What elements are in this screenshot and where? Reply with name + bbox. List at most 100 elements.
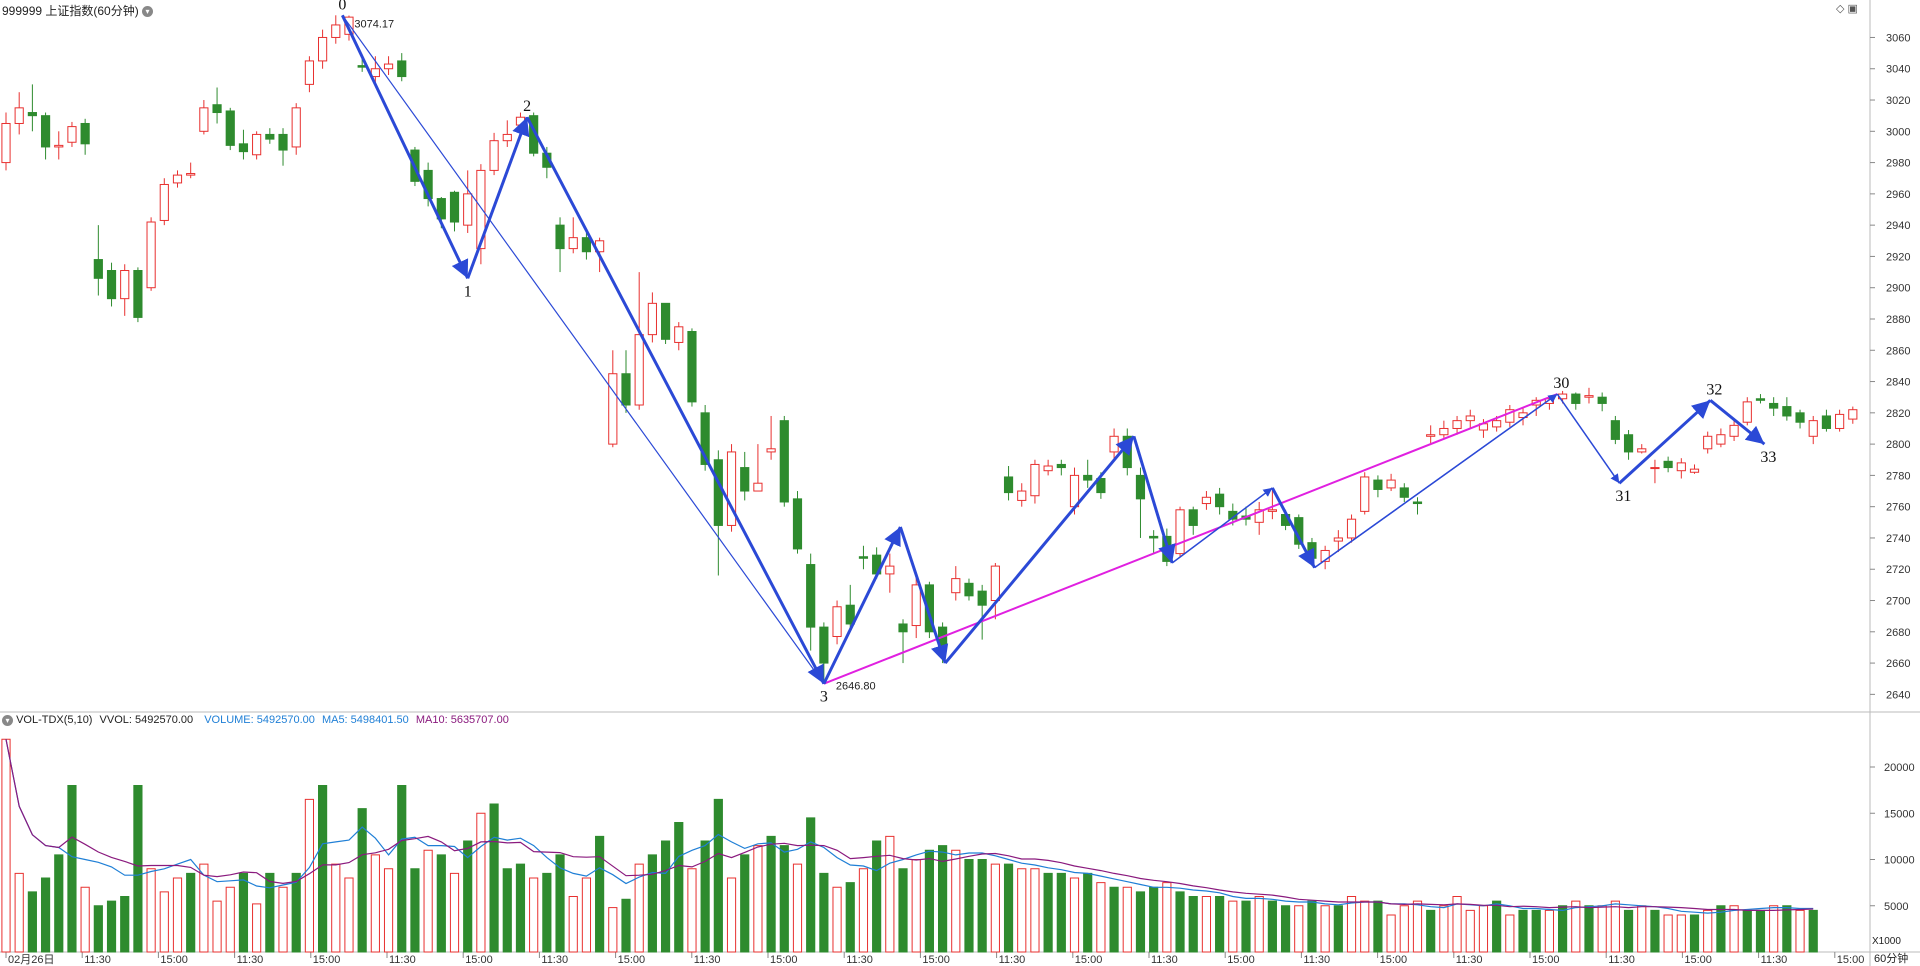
volume-bar-down [1188,896,1198,953]
time-tick-label: 15:00 [313,954,341,966]
candle-down [660,302,671,340]
chevron-down-icon[interactable]: ▾ [142,6,154,18]
volume-bar-down [779,845,789,953]
candle-down [779,420,789,503]
volume-bar-down [1558,905,1568,953]
volume-bar-up [1465,909,1475,953]
volume-bar-down [1056,872,1066,953]
volume-bar-down [502,868,512,953]
candle-up [1346,518,1357,539]
candle-down [1412,501,1423,505]
volume-bar-down [1531,909,1541,953]
candle-down [806,564,816,628]
volume-bar-down [964,859,974,953]
price-tick-label: 2740 [1886,533,1910,545]
time-tick-label: 15:00 [1075,954,1103,966]
candle-up [291,107,301,148]
diamond-icon[interactable]: ◇ [1836,3,1845,15]
price-tick-label: 2760 [1886,502,1910,514]
candle-up [1017,490,1027,501]
wave-label: 2 [523,98,531,115]
candle-down [792,498,803,550]
volume-bar-up [1478,905,1489,953]
candle-up [1637,448,1647,453]
candle-down [106,270,117,300]
volume-bar-down [54,854,64,953]
time-tick-label: 11:30 [1761,954,1788,966]
chevron-down-icon[interactable]: ▾ [2,714,13,726]
candle-up [120,270,130,300]
volume-bar-up [529,877,539,953]
candle-down [27,112,37,117]
volume-bar-up [634,863,644,953]
candle-up [1254,509,1264,523]
candle-down [977,590,987,606]
time-tick-label: 11:30 [1608,954,1635,966]
candle-up [67,126,77,143]
volume-bar-up [568,896,578,953]
wave-label: 3 [820,689,828,706]
volume-bar-down [938,845,948,953]
candle-down [964,582,974,597]
volume-bar-up [1505,914,1515,953]
volume-bar-down [1333,905,1343,953]
time-tick-label: 11:30 [1151,954,1178,966]
volume-bar-up [911,859,921,953]
price-tick-label: 3020 [1886,95,1910,107]
candle-down [1571,393,1581,404]
candle-up [951,578,961,594]
chart-title-text: 999999 上证指数(60分钟) [2,4,139,18]
candle-down [449,191,460,223]
candle-up [252,133,262,156]
volume-bar-down [660,840,671,953]
candle-up [1386,479,1396,489]
candle-down [265,133,275,140]
volume-bar-up [14,872,24,953]
vvol-readout: VVOL: 5492570.00 [99,714,194,726]
volume-bar-down [924,849,934,953]
volume-bar-down [318,785,328,953]
candle-up [54,144,64,148]
period-button[interactable]: 60分钟 [1874,953,1909,965]
candle-up [1267,509,1277,512]
candle-up [911,584,921,627]
volume-bar-up [1452,896,1462,953]
price-tick-label: 2980 [1886,158,1910,170]
volume-bar-up [331,863,341,953]
volume-bar-down [872,840,882,953]
volume-bar-down [845,882,855,953]
candle-down [397,60,407,78]
volume-bar-down [1135,891,1146,953]
candle-down [1399,487,1409,498]
candle-up [647,302,657,336]
volume-bar-down [1426,909,1436,953]
volume-bar-down [1492,900,1502,953]
candle-up [146,221,156,289]
volume-bar-up [1386,914,1396,953]
candle-up [489,140,499,171]
volume-bar-down [515,863,526,953]
candle-up [304,60,314,85]
candle-up [463,193,473,226]
volume-bar-down [27,891,37,953]
wave-arrow-bold [944,435,1136,665]
volume-bar-down [700,840,710,953]
candle-down [581,237,592,253]
volume-bar-up [1795,909,1805,953]
restore-icon[interactable]: ▣ [1847,3,1858,15]
volume-bar-down [1215,896,1225,953]
volume-bar-down [1755,909,1766,953]
volume-bar-up [1571,900,1581,953]
candle-down [436,198,446,220]
candle-up [172,174,183,184]
wave-arrow-bold [1132,435,1176,564]
volume-bar-down [1782,905,1792,953]
time-tick-label: 11:30 [999,954,1026,966]
wave-arrow [1556,393,1620,484]
volume-bar-down [1808,909,1818,953]
volume-bar-down [67,785,77,953]
volume-bar-up [1069,877,1080,953]
candle-down [1769,402,1779,409]
candle-up [1584,395,1594,398]
